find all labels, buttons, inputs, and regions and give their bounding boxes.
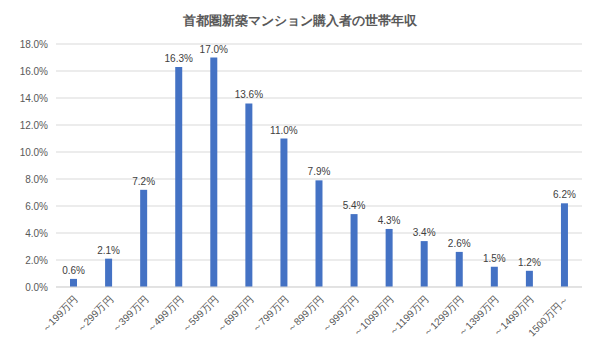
svg-text:～1399万円: ～1399万円 — [456, 293, 501, 339]
svg-text:0.6%: 0.6% — [62, 265, 85, 276]
svg-text:2.6%: 2.6% — [448, 238, 471, 249]
svg-text:17.0%: 17.0% — [200, 44, 228, 55]
svg-text:1.5%: 1.5% — [483, 253, 506, 264]
svg-text:～1299万円: ～1299万円 — [421, 293, 466, 339]
svg-text:～899万円: ～899万円 — [285, 294, 326, 335]
svg-text:～699万円: ～699万円 — [215, 294, 256, 335]
svg-text:13.6%: 13.6% — [235, 89, 263, 100]
svg-text:6.2%: 6.2% — [553, 189, 576, 200]
svg-text:2.1%: 2.1% — [97, 245, 120, 256]
svg-text:～799万円: ～799万円 — [250, 294, 291, 335]
svg-text:～499万円: ～499万円 — [144, 294, 185, 335]
svg-text:7.2%: 7.2% — [132, 176, 155, 187]
svg-text:6.0%: 6.0% — [25, 201, 48, 212]
svg-text:3.4%: 3.4% — [413, 227, 436, 238]
svg-text:18.0%: 18.0% — [20, 39, 48, 50]
svg-text:4.0%: 4.0% — [25, 228, 48, 239]
svg-text:1.2%: 1.2% — [518, 257, 541, 268]
svg-text:7.9%: 7.9% — [308, 166, 331, 177]
svg-text:～1499万円: ～1499万円 — [491, 293, 536, 339]
svg-text:12.0%: 12.0% — [20, 120, 48, 131]
svg-text:2.0%: 2.0% — [25, 255, 48, 266]
svg-text:～999万円: ～999万円 — [319, 293, 361, 335]
svg-text:10.0%: 10.0% — [20, 147, 48, 158]
svg-text:1500万円～: 1500万円～ — [526, 294, 571, 339]
svg-text:～199万円: ～199万円 — [39, 294, 80, 335]
svg-text:～399万円: ～399万円 — [109, 294, 150, 335]
html-text:首都圏新築マンション購入者の世帯年収: 首都圏新築マンション購入者の世帯年収 — [183, 13, 417, 28]
svg-text:14.0%: 14.0% — [20, 93, 48, 104]
svg-text:0.0%: 0.0% — [25, 282, 48, 293]
svg-text:5.4%: 5.4% — [343, 200, 366, 211]
svg-text:4.3%: 4.3% — [378, 215, 401, 226]
svg-text:～599万円: ～599万円 — [179, 294, 220, 335]
svg-text:～1099万円: ～1099万円 — [350, 293, 396, 339]
svg-text:16.3%: 16.3% — [165, 53, 193, 64]
svg-text:16.0%: 16.0% — [20, 66, 48, 77]
svg-text:～1199万円: ～1199万円 — [386, 293, 431, 338]
svg-text:8.0%: 8.0% — [25, 174, 48, 185]
svg-text:11.0%: 11.0% — [270, 125, 298, 136]
svg-text:～299万円: ～299万円 — [74, 294, 115, 335]
